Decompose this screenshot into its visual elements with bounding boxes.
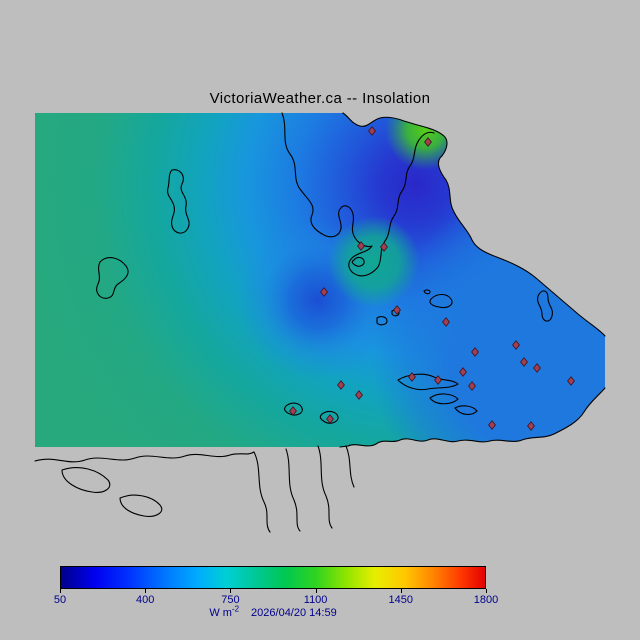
colorbar-tick <box>486 589 487 593</box>
units-exponent: -2 <box>231 604 240 613</box>
station-marker <box>289 406 297 416</box>
colorbar-gradient <box>60 566 486 589</box>
coastline-domain-boundary <box>339 112 606 448</box>
units-label: W m-2 <box>209 604 240 619</box>
station-marker <box>337 380 345 390</box>
units-base: W m <box>209 606 232 619</box>
station-marker <box>468 381 476 391</box>
station-marker <box>459 367 467 377</box>
coastlines <box>34 112 606 533</box>
colorbar-tick <box>145 589 147 593</box>
page-title: VictoriaWeather.ca -- Insolation <box>209 90 431 107</box>
colorbar-tick-label: 400 <box>136 594 155 606</box>
coastline-south-shore <box>34 445 355 533</box>
station-marker <box>393 305 401 315</box>
colorbar: 50 400 750 1100 1450 1800 <box>54 566 498 606</box>
station-marker <box>533 363 541 373</box>
colorbar-caption: W m-2 2026/04/20 14:59 <box>60 604 486 619</box>
field-teal-patch <box>328 216 420 308</box>
coastline-islands <box>96 169 553 424</box>
colorbar-tick-label: 1450 <box>388 594 414 606</box>
insolation-field <box>35 113 605 447</box>
colorbar-tick-label: 1100 <box>303 594 328 606</box>
station-markers <box>289 126 575 431</box>
station-marker <box>527 421 535 431</box>
station-marker <box>567 376 575 386</box>
colorbar-tick <box>400 589 402 593</box>
field-bright-green-tip <box>385 113 465 170</box>
station-marker <box>512 340 520 350</box>
coastline-peninsula <box>281 112 435 277</box>
station-marker <box>520 357 528 367</box>
station-marker <box>357 241 365 251</box>
colorbar-tick <box>230 589 232 593</box>
station-marker <box>355 390 363 400</box>
station-marker <box>434 375 442 385</box>
station-marker <box>408 372 416 382</box>
station-marker <box>488 420 496 430</box>
station-marker <box>442 317 450 327</box>
station-marker <box>326 414 334 424</box>
colorbar-tick <box>60 589 61 593</box>
station-marker <box>380 242 388 252</box>
colorbar-tick-label: 750 <box>221 594 240 606</box>
station-marker <box>424 137 432 147</box>
station-marker <box>320 287 328 297</box>
station-marker <box>471 347 479 357</box>
colorbar-tick-label: 50 <box>53 594 67 606</box>
colorbar-tick-label: 1800 <box>473 594 499 606</box>
station-marker <box>368 126 376 136</box>
colorbar-tick <box>315 589 317 593</box>
timestamp-label: 2026/04/20 14:59 <box>251 606 337 619</box>
